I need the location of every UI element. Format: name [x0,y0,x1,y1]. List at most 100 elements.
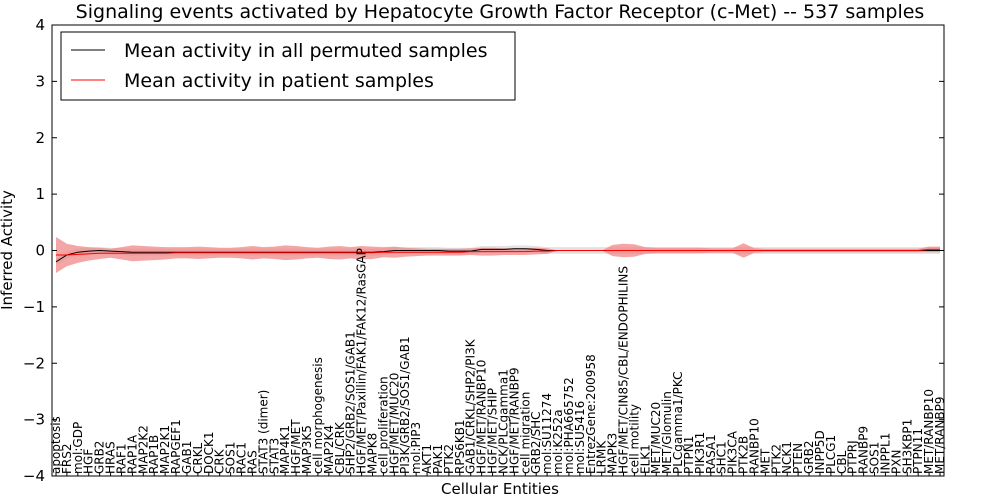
x-category-label: CRKL [191,442,205,474]
x-category-label: RANBP9 [857,426,871,474]
x-category-label: AKT1 [420,444,434,474]
x-category-label: RAP1B [147,435,161,474]
x-category-label: MAP2K4 [322,425,336,474]
x-category-label: GRB2 [802,440,816,474]
x-category-label: MAP3K5 [300,425,314,474]
x-category-label: HGF/MET [289,419,303,474]
x-category-label: HGF/MET/Paxillin/FAK1/FAK12/RasGAP [355,248,369,474]
x-category-label: cell migration [518,392,532,474]
x-category-label: RAC1 [235,442,249,474]
x-category-label: HGF/MET/CIN85/CBL/ENDOPHILINS [617,266,631,474]
x-category-label: GRB2/SHC [529,411,543,474]
x-category-label: mol:K252a [551,409,565,474]
x-category-label: PXN [889,450,903,474]
x-category-label: RANBP10 [748,418,762,474]
x-category-label: CBL/CRK [333,421,347,474]
x-category-label: GAB1/CRKL/SHP2/PI3K [464,338,478,474]
x-category-label: cell motility [627,404,641,474]
x-category-label: mol:GDP [71,422,85,474]
x-category-label: SOS1 [868,442,882,474]
x-category-label: RAPGEF1 [169,419,183,474]
band-patient [56,237,940,273]
bands-layer [56,237,940,273]
x-category-label: MAP2K1 [158,425,172,474]
x-category-label: STAT3 [267,438,281,474]
x-category-label: RAF1 [115,443,129,474]
lines-layer [55,248,940,263]
y-axis-title: Inferred Activity [0,190,16,310]
x-category-label: HGF/MET/RANBP10 [475,360,489,474]
y-tick-label: 2 [35,129,45,147]
x-category-label: STAT3 (dimer) [256,390,270,474]
x-category-label: PI3K/GRB2/SOS1/GAB1 [398,336,412,474]
x-category-label: MAPK8 [366,433,380,474]
series-line-patient [56,248,940,256]
x-category-label: ELK1 [638,444,652,474]
x-category-label: INPP5D [813,430,827,474]
x-category-label: MAP4K1 [278,425,292,474]
chart-title: Signaling events activated by Hepatocyte… [76,1,925,23]
legend-box [60,31,516,101]
y-tick-label: −1 [23,298,45,316]
y-axis: −4 −3 −2 −1 0 1 2 3 4 [23,16,944,485]
x-category-label: cell proliferation [376,376,390,474]
x-category-label: RAP1A [125,434,139,474]
y-tick-label: −4 [23,467,45,485]
x-category-label: RASA1 [704,434,718,474]
x-category-label: HGF/MET/RANBP9 [507,367,521,474]
y-tick-label: 1 [35,185,45,203]
x-category-label: PTPN11 [911,428,925,474]
y-tick-label: −2 [23,354,45,372]
x-category-label: apoptosis [49,416,63,474]
x-category-label: HRAS [104,441,118,474]
x-category-label: mol:PIP3 [409,422,423,474]
x-category-label: MET/RANBP9 [933,397,947,474]
x-category-label: MET/RANBP10 [922,389,936,474]
x-category-label: SH3KBP1 [900,419,914,474]
y-tick-label: −3 [23,411,45,429]
legend-label-permuted: Mean activity in all permuted samples [124,40,487,62]
x-category-label: INPPL1 [878,433,892,474]
x-category-label: PTK2 [442,444,456,474]
x-category-label: SOS1 [224,442,238,474]
x-category-label: NCK/PLCgamma1 [497,369,511,474]
y-tick-label: 0 [35,242,45,260]
x-category-label: PIK3CA [726,430,740,474]
x-category-label: FRS2 [60,443,74,474]
x-category-label: MET [758,448,772,474]
x-category-label: DOCK1 [202,431,216,474]
x-category-label: HGF/MET/MUC20 [387,373,401,474]
x-category-label: HGF/MET/SHIP [486,388,500,474]
x-category-label: GRB2 [93,441,107,475]
x-category-label: GAB1 [180,441,194,474]
x-category-label: PTK2B [737,436,751,474]
x-category-label: PTPRJ [846,440,860,474]
x-category-label: RPS6KB1 [453,419,467,474]
x-category-label: EntrezGene:200958 [584,354,598,474]
x-category-label: PLCG1 [824,435,838,474]
x-category-label: RAS [245,450,259,474]
x-axis: apoptosisFRS2mol:GDPHGFGRB2HRASRAF1RAP1A… [49,248,947,476]
x-category-label: NCK1 [780,441,794,474]
x-category-label: CRK [213,448,227,474]
x-category-label: mol:PHA665752 [562,377,576,474]
x-category-label: SHC1 [715,441,729,474]
x-category-label: MET/Glomulin [660,391,674,474]
x-category-label: PIK3R1 [693,432,707,474]
y-tick-label: 3 [35,72,45,90]
x-category-label: LRMK [595,440,609,474]
x-category-label: PTEN [791,443,805,474]
x-category-label: SHP2/GRB2/SOS1/GAB1 [344,331,358,474]
x-category-label: mol:SU11274 [540,393,554,474]
x-axis-title: Cellular Entities [441,480,559,498]
x-category-label: cell morphogenesis [311,357,325,474]
x-category-label: PTK2 [769,444,783,474]
x-category-label: MAPK3 [606,433,620,474]
x-category-label: MET/MUC20 [649,402,663,474]
x-category-label: MAP2K2 [136,425,150,474]
legend: Mean activity in all permuted samples Me… [60,31,516,101]
x-category-label: HGF [82,449,96,474]
y-tick-label: 4 [35,16,45,34]
legend-label-patient: Mean activity in patient samples [124,70,434,92]
